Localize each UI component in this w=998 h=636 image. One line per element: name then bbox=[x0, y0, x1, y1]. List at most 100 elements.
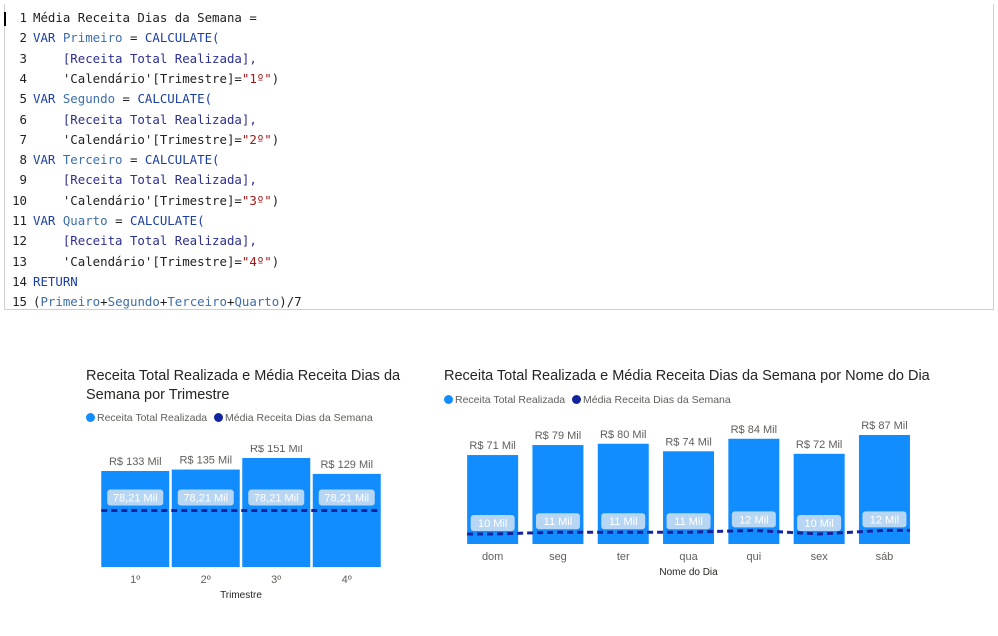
code-token: = bbox=[107, 213, 130, 228]
code-token: Quarto bbox=[234, 294, 280, 310]
x-tick-label: ter bbox=[617, 551, 630, 563]
dax-code-editor[interactable]: 1 Média Receita Dias da Semana = 2 VAR Pri… bbox=[4, 4, 994, 310]
code-token: CALCULATE( bbox=[137, 91, 213, 107]
line-number: 1 bbox=[19, 10, 27, 25]
chart2-legend[interactable]: Receita Total Realizada Média Receita Di… bbox=[444, 394, 731, 406]
code-line[interactable]: 6 [Receita Total Realizada], bbox=[5, 110, 257, 130]
code-token: "1º" bbox=[241, 70, 272, 86]
line-number: 10 bbox=[12, 192, 27, 208]
code-token: 'Calendário'[Trimestre]= bbox=[33, 131, 242, 147]
code-token: VAR bbox=[33, 213, 63, 228]
avg-data-label: 12 Mil bbox=[739, 514, 768, 526]
avg-data-label: 78,21 Mil bbox=[113, 493, 158, 505]
bar bbox=[312, 473, 381, 567]
chart2-plot[interactable]: R$ 71 Mil 10 Mil dom R$ 79 Mil 11 Mil seg R$ 8… bbox=[460, 410, 920, 580]
bar-data-label: R$ 151 Mil bbox=[250, 445, 303, 455]
code-token: CALCULATE( bbox=[144, 152, 220, 168]
avg-label-background bbox=[797, 515, 842, 531]
legend-dot-line bbox=[572, 395, 582, 404]
code-token: Segundo bbox=[62, 91, 116, 107]
code-token: "2º" bbox=[241, 131, 272, 147]
code-token: Terceiro bbox=[62, 152, 123, 168]
code-token: = bbox=[115, 91, 138, 107]
x-axis-title: Nome do Dia bbox=[659, 567, 718, 578]
line-number: 4 bbox=[19, 70, 27, 86]
code-token: 'Calendário'[Trimestre]= bbox=[33, 70, 242, 86]
code-line[interactable]: 3 [Receita Total Realizada], bbox=[5, 49, 257, 69]
line-number: 13 bbox=[12, 253, 27, 269]
code-token: CALCULATE( bbox=[144, 30, 220, 46]
avg-label-background bbox=[177, 489, 234, 506]
avg-label-background bbox=[731, 511, 776, 528]
code-token: )/7 bbox=[279, 294, 302, 310]
line-number: 7 bbox=[19, 131, 27, 147]
avg-data-label: 11 Mil bbox=[609, 516, 638, 528]
avg-data-label: 12 Mil bbox=[870, 514, 899, 526]
avg-label-background bbox=[862, 511, 907, 528]
line-number: 14 bbox=[12, 273, 27, 289]
x-tick-label: qui bbox=[747, 551, 762, 563]
bar bbox=[728, 438, 780, 544]
code-line[interactable]: 10 'Calendário'[Trimestre]="3º") bbox=[5, 191, 279, 211]
code-line[interactable]: 1 Média Receita Dias da Semana = bbox=[5, 8, 264, 28]
bar bbox=[858, 435, 910, 544]
code-line[interactable]: 7 'Calendário'[Trimestre]="2º") bbox=[5, 130, 280, 150]
code-token: VAR bbox=[33, 152, 63, 168]
chart1-plot[interactable]: R$ 133 Mil 78,21 Mil 1º R$ 135 Mil 78,21 Mil… bbox=[100, 445, 400, 605]
chart2-title-line-1: Receita Total Realizada e Média Receita … bbox=[444, 368, 930, 384]
avg-label-background bbox=[470, 515, 515, 531]
avg-label-background bbox=[107, 489, 164, 506]
code-line[interactable]: 14 RETURN bbox=[5, 272, 78, 292]
avg-data-label: 78,21 Mil bbox=[254, 493, 299, 505]
code-token: = bbox=[122, 152, 145, 168]
avg-data-label: 11 Mil bbox=[544, 516, 573, 528]
code-line[interactable]: 9 [Receita Total Realizada], bbox=[5, 170, 257, 190]
avg-label-background bbox=[318, 489, 375, 506]
bar bbox=[171, 469, 240, 567]
code-token: Primeiro bbox=[62, 30, 123, 46]
bar-data-label: R$ 87 Mil bbox=[861, 420, 907, 432]
bar-data-label: R$ 74 Mil bbox=[665, 436, 711, 448]
line-number: 9 bbox=[19, 172, 27, 188]
chart1-title: Receita Total Realizada e Média Receita … bbox=[86, 367, 416, 405]
bar bbox=[663, 451, 715, 544]
code-token: [Receita Total Realizada], bbox=[33, 172, 257, 188]
code-line[interactable]: 11 VAR Quarto = CALCULATE( bbox=[5, 211, 205, 231]
code-token: CALCULATE( bbox=[130, 213, 205, 228]
code-token: Primeiro bbox=[40, 294, 101, 310]
bar-data-label: R$ 71 Mil bbox=[469, 440, 515, 452]
line-number: 5 bbox=[19, 91, 27, 107]
code-line[interactable]: 13 'Calendário'[Trimestre]="4º") bbox=[5, 252, 279, 272]
avg-data-label: 78,21 Mil bbox=[183, 493, 228, 505]
code-token: [Receita Total Realizada], bbox=[33, 111, 257, 127]
code-token: 'Calendário'[Trimestre]= bbox=[33, 253, 242, 269]
bar-data-label: R$ 135 Mil bbox=[179, 455, 232, 467]
code-line[interactable]: 12 [Receita Total Realizada], bbox=[5, 231, 257, 251]
code-token: 'Calendário'[Trimestre]= bbox=[33, 192, 242, 208]
code-token: Terceiro bbox=[167, 294, 227, 310]
code-token: VAR bbox=[33, 91, 63, 107]
avg-label-background bbox=[601, 513, 646, 530]
code-token: = bbox=[122, 30, 145, 46]
x-tick-label: qua bbox=[679, 551, 698, 563]
x-tick-label: seg bbox=[549, 551, 567, 563]
avg-data-label: 10 Mil bbox=[804, 518, 833, 530]
code-line[interactable]: 8 VAR Terceiro = CALCULATE( bbox=[5, 150, 220, 170]
code-token: ) bbox=[271, 192, 280, 208]
chart2-legend-line: Média Receita Dias da Semana bbox=[583, 394, 731, 406]
code-token: "4º" bbox=[241, 253, 272, 269]
code-line[interactable]: 2 VAR Primeiro = CALCULATE( bbox=[5, 28, 220, 48]
code-line[interactable]: 15 (Primeiro+Segundo+Terceiro+Quarto)/7 bbox=[5, 292, 302, 312]
code-token: VAR bbox=[33, 30, 63, 46]
bar-data-label: R$ 129 Mil bbox=[320, 459, 373, 471]
line-number: 12 bbox=[12, 233, 27, 249]
code-token: [Receita Total Realizada], bbox=[33, 50, 257, 66]
chart1-legend[interactable]: Receita Total Realizada Média Receita Di… bbox=[86, 412, 373, 424]
code-line[interactable]: 5 VAR Segundo = CALCULATE( bbox=[5, 89, 213, 109]
bar-data-label: R$ 80 Mil bbox=[600, 429, 646, 441]
avg-label-background bbox=[248, 489, 305, 506]
code-line[interactable]: 4 'Calendário'[Trimestre]="1º") bbox=[5, 69, 280, 89]
chart2-title: Receita Total Realizada e Média Receita … bbox=[444, 367, 964, 386]
avg-label-background bbox=[535, 513, 580, 530]
bar-data-label: R$ 133 Mil bbox=[109, 456, 162, 468]
